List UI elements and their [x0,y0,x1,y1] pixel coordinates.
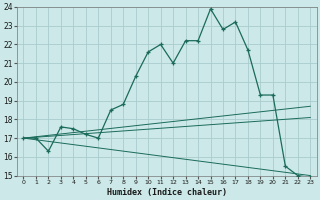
X-axis label: Humidex (Indice chaleur): Humidex (Indice chaleur) [107,188,227,197]
